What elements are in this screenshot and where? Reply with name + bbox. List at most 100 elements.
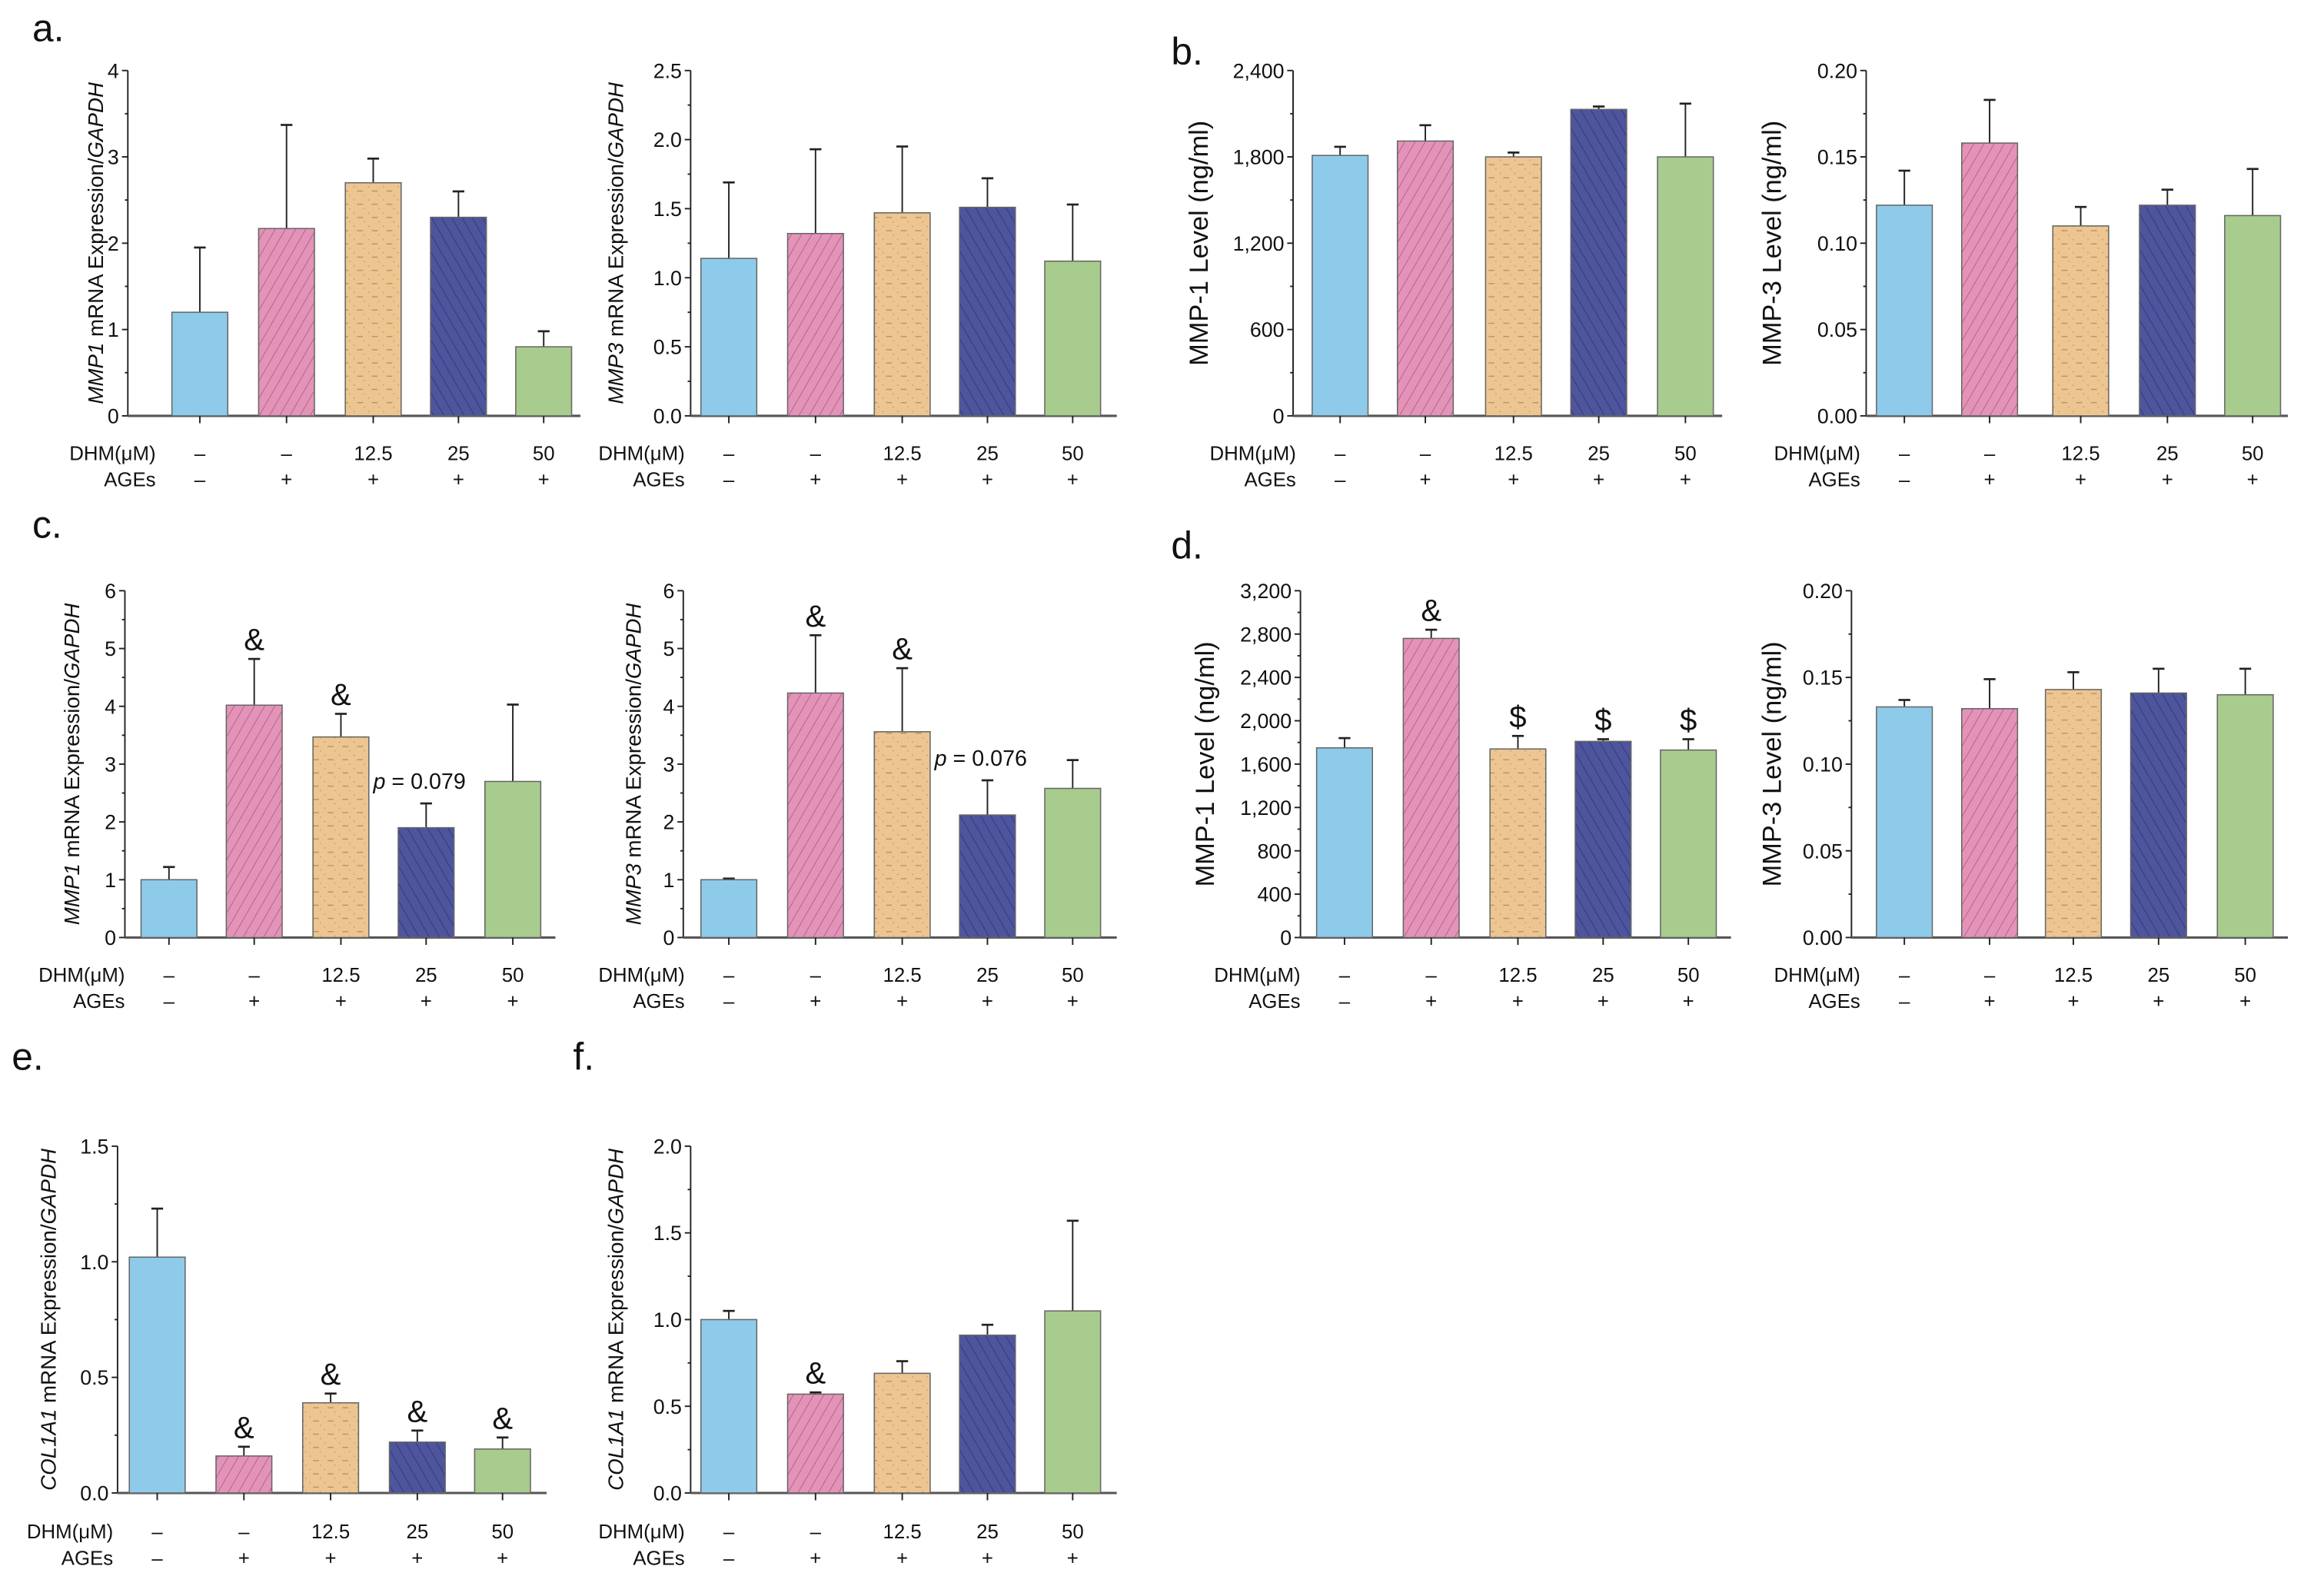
ages-value: – — [151, 1548, 163, 1570]
y-label-mid: mRNA Expression/ — [621, 679, 645, 863]
significance-marker: & — [1421, 594, 1441, 628]
y-tick-label: 0.0 — [653, 404, 682, 427]
dhm-value: – — [1984, 965, 1996, 986]
y-label-ref: GAPDH — [84, 81, 108, 158]
y-tick-label: 0.5 — [80, 1366, 108, 1389]
dhm-row-label: DHM(μM) — [598, 965, 684, 986]
bar — [515, 346, 573, 417]
bar — [1876, 706, 1933, 939]
bar — [2044, 689, 2103, 939]
bar — [2129, 692, 2187, 939]
dhm-row-label: DHM(μM) — [38, 965, 125, 986]
dhm-value: – — [1420, 443, 1431, 464]
significance-marker: & — [492, 1401, 513, 1435]
y-label-ref: GAPDH — [60, 603, 84, 680]
ages-value: – — [1899, 470, 1910, 491]
ages-value: + — [1983, 991, 1995, 1012]
dhm-value: 50 — [2242, 443, 2264, 464]
y-tick-label: 0.5 — [653, 1395, 682, 1418]
y-axis-label: MMP-1 Level (ng/ml) — [1185, 121, 1214, 366]
dhm-value: 25 — [1592, 965, 1614, 986]
ages-value: + — [810, 1548, 821, 1570]
dhm-value: 12.5 — [311, 1521, 350, 1543]
chart-d2: 0.00 0.05 0.10 0.15 0.20 MMP-3 Level (ng/ml) –… — [1758, 580, 2289, 1012]
y-label-gene: COL1A1 — [37, 1409, 61, 1491]
dhm-value: – — [723, 965, 735, 986]
dhm-value: – — [194, 443, 206, 464]
dhm-value: 25 — [976, 1521, 999, 1543]
bar — [1960, 707, 2019, 939]
dhm-row-label: DHM(μM) — [1214, 965, 1300, 986]
ages-row-label: AGEs — [62, 1548, 113, 1570]
bar — [140, 879, 198, 939]
y-tick-label: 0.00 — [1817, 404, 1857, 427]
significance-marker: & — [244, 623, 264, 657]
bar — [1657, 156, 1714, 417]
dhm-value: 12.5 — [354, 443, 392, 464]
y-label-ref: GAPDH — [37, 1148, 61, 1225]
y-tick-label: 1.5 — [80, 1135, 108, 1158]
y-tick-label: 3,200 — [1240, 580, 1292, 603]
dhm-value: 25 — [2156, 443, 2179, 464]
dhm-value: – — [1426, 965, 1438, 986]
y-label-gene: MMP3 — [603, 342, 627, 404]
y-tick-label: 4 — [108, 59, 119, 82]
ages-value: + — [335, 991, 347, 1012]
y-tick-label: 0.15 — [1803, 667, 1843, 690]
ages-value: + — [538, 470, 550, 491]
dhm-value: – — [151, 1521, 163, 1543]
ages-value: + — [982, 470, 993, 491]
bar — [258, 228, 315, 417]
y-axis-label: COL1A1 mRNA Expression/GAPDH — [37, 1148, 61, 1491]
ages-value: + — [896, 991, 908, 1012]
significance-marker: & — [407, 1394, 427, 1428]
y-tick-label: 2,400 — [1240, 667, 1292, 690]
y-label-mid: mRNA Expression/ — [603, 1224, 627, 1408]
bar — [786, 692, 844, 939]
ages-value: + — [1683, 991, 1694, 1012]
bar — [1876, 204, 1933, 417]
chart-c2: 0 1 2 3 4 5 6 MMP3 mRNA Expression/GAPDH – – & – + & 1… — [598, 580, 1117, 1012]
y-tick-label: 1 — [663, 869, 674, 892]
panel-label: a. — [32, 7, 64, 50]
chart-f: f. 0.0 0.5 1.0 1.5 2.0 COL1A1 mRNA Expression/… — [573, 1035, 1117, 1570]
y-tick-label: 0.05 — [1817, 318, 1857, 341]
ages-value: – — [723, 470, 735, 491]
significance-marker: $ — [1594, 703, 1611, 737]
y-axis-label: MMP3 mRNA Expression/GAPDH — [603, 81, 627, 404]
ages-value: + — [238, 1548, 250, 1570]
ages-value: + — [2075, 470, 2086, 491]
ages-value: + — [1512, 991, 1524, 1012]
dhm-value: – — [1984, 443, 1996, 464]
bar — [786, 232, 844, 417]
y-tick-label: 1.5 — [653, 1222, 682, 1245]
ages-value: + — [2247, 470, 2259, 491]
panel-label: b. — [1171, 30, 1202, 73]
y-tick-label: 800 — [1257, 840, 1292, 863]
ages-value: + — [2162, 470, 2173, 491]
bar — [1489, 748, 1547, 939]
dhm-value: – — [248, 965, 260, 986]
bar — [1396, 140, 1455, 417]
bar — [1044, 1310, 1102, 1494]
bar — [430, 216, 487, 417]
chart-d1: d. 0 400 800 1,200 1,600 2,000 2,400 2,800 3,200 M… — [1171, 524, 1731, 1012]
dhm-value: – — [1899, 965, 1910, 986]
ages-value: + — [325, 1548, 337, 1570]
dhm-row-label: DHM(μM) — [1210, 443, 1296, 464]
ages-row-label: AGEs — [633, 991, 684, 1012]
ages-value: + — [248, 991, 260, 1012]
significance-marker: & — [321, 1357, 341, 1392]
ages-value: + — [1983, 470, 1995, 491]
dhm-value: 50 — [1062, 965, 1084, 986]
ages-row-label: AGEs — [633, 470, 684, 491]
dhm-row-label: DHM(μM) — [1774, 965, 1860, 986]
dhm-value: – — [1335, 443, 1346, 464]
bar — [700, 1318, 758, 1494]
ages-value: + — [421, 991, 432, 1012]
ages-row-label: AGEs — [104, 470, 155, 491]
y-tick-label: 1.0 — [80, 1251, 108, 1274]
dhm-value: – — [723, 1521, 735, 1543]
bar — [1960, 142, 2019, 417]
y-tick-label: 1.0 — [653, 267, 682, 290]
